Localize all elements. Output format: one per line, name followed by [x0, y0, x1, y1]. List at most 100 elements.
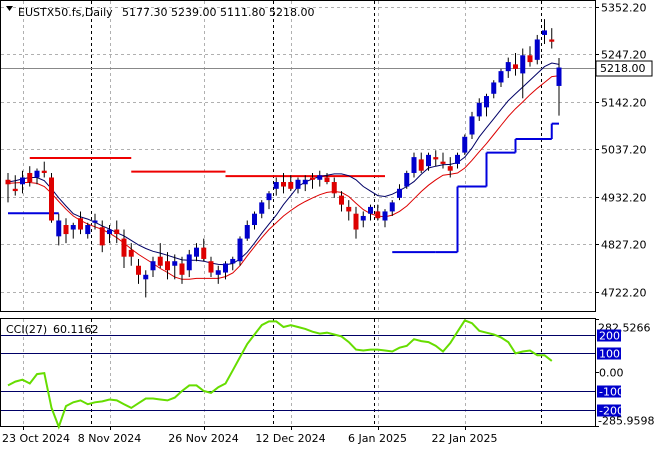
candle-body	[114, 229, 120, 235]
date-tick-label: 26 Nov 2024	[168, 432, 238, 445]
date-tick-label: 8 Nov 2024	[78, 432, 141, 445]
chart-header: EUSTX50.fs,Daily 5177.30 5239.00 5111.80…	[6, 6, 314, 19]
candle-body	[172, 261, 178, 266]
candle-body	[476, 102, 482, 117]
candle-body	[505, 62, 511, 72]
candle-body	[317, 175, 323, 180]
candle-body	[455, 154, 460, 164]
candle-body	[527, 55, 533, 63]
candle-body	[440, 161, 446, 164]
candle-body	[273, 182, 279, 189]
candle-body	[56, 220, 62, 237]
cci-level-label: -200	[599, 405, 624, 418]
candle-body	[310, 177, 315, 180]
candle-body	[99, 227, 105, 246]
cci-header: CCI(27) 60.1162	[6, 323, 99, 336]
date-tick-label: 23 Oct 2024	[2, 432, 70, 445]
candlesticks	[5, 19, 562, 298]
candle-body	[208, 261, 214, 273]
axes: 5352.20 5247.20 5142.20 5037.20 4932.20 4827.…	[2, 2, 654, 446]
grid-lines	[1, 1, 595, 426]
candle-body	[85, 225, 91, 235]
candle-body	[20, 177, 25, 185]
candle-body	[49, 177, 54, 221]
candle-body	[266, 193, 272, 201]
price-tick-label: 5352.20	[601, 2, 647, 15]
current-price-text: 5218.00	[600, 62, 646, 75]
candle-body	[389, 202, 395, 212]
candle-body	[165, 261, 170, 271]
cci-line	[7, 319, 553, 430]
price-tick-label: 4827.20	[601, 239, 647, 252]
candle-body	[128, 249, 134, 257]
candle-body	[70, 225, 76, 230]
candle-body	[244, 225, 250, 239]
candle-body	[34, 170, 40, 178]
candle-body	[302, 179, 308, 185]
candle-body	[259, 202, 265, 214]
candle-body	[542, 30, 547, 35]
candle-body	[418, 159, 424, 171]
candle-body	[375, 211, 381, 219]
candle-body	[534, 39, 540, 60]
current-price-box	[595, 60, 653, 77]
candle-body	[353, 213, 359, 230]
price-tick-label: 4932.20	[601, 192, 647, 205]
candle-body	[194, 247, 199, 257]
candle-body	[41, 170, 47, 173]
cci-level-label: 200	[599, 330, 620, 343]
candle-body	[462, 136, 468, 153]
candle-body	[447, 166, 453, 171]
candle-body	[223, 263, 228, 273]
candle-body	[150, 261, 156, 271]
ohlc-values: 5177.30 5239.00 5111.80 5218.00	[122, 6, 314, 19]
candle-body	[469, 116, 475, 135]
cci-level-box	[597, 385, 621, 398]
candle-body	[27, 172, 33, 183]
candle-body	[78, 218, 83, 230]
candle-body	[346, 206, 352, 212]
triangle-down-icon	[6, 6, 13, 11]
candle-body	[382, 211, 388, 221]
candle-body	[397, 188, 402, 198]
candle-body	[92, 220, 98, 223]
cci-level-box	[597, 329, 621, 342]
price-tick-label: 5247.20	[601, 49, 647, 62]
price-tick-label: 5142.20	[601, 97, 647, 110]
candle-body	[157, 256, 163, 266]
candle-body	[426, 154, 431, 167]
candle-body	[63, 225, 69, 235]
candle-body	[411, 157, 417, 173]
candle-body	[404, 172, 410, 187]
candle-body	[288, 182, 294, 189]
candle-body	[324, 177, 330, 183]
candle-body	[121, 238, 127, 257]
candle-body	[215, 270, 221, 275]
cci-level-box	[597, 347, 621, 360]
candle-body	[360, 215, 366, 221]
candle-body	[237, 238, 243, 262]
candle-body	[252, 213, 257, 226]
candle-body	[186, 254, 192, 271]
current-price-tag: 5218.00	[595, 60, 653, 77]
cci-level-label: 100	[599, 348, 620, 361]
candle-body	[143, 274, 149, 280]
cci-tick-label: -285.9598	[598, 415, 654, 428]
candle-body	[484, 96, 489, 108]
cci-label: CCI(27)	[6, 323, 47, 336]
candle-body	[556, 67, 562, 86]
candle-body	[136, 265, 141, 275]
candle-body	[498, 71, 504, 83]
cci-level-box	[597, 404, 621, 417]
candle-body	[5, 179, 11, 185]
candle-body	[281, 182, 286, 187]
candle-body	[513, 64, 518, 69]
candle-body	[520, 55, 526, 74]
candle-body	[107, 229, 112, 235]
cci-value: 60.1162	[53, 323, 99, 336]
main-panel-frame	[0, 0, 596, 312]
candle-body	[295, 179, 301, 189]
price-tick-label: 5037.20	[601, 144, 647, 157]
candle-body	[368, 206, 373, 214]
